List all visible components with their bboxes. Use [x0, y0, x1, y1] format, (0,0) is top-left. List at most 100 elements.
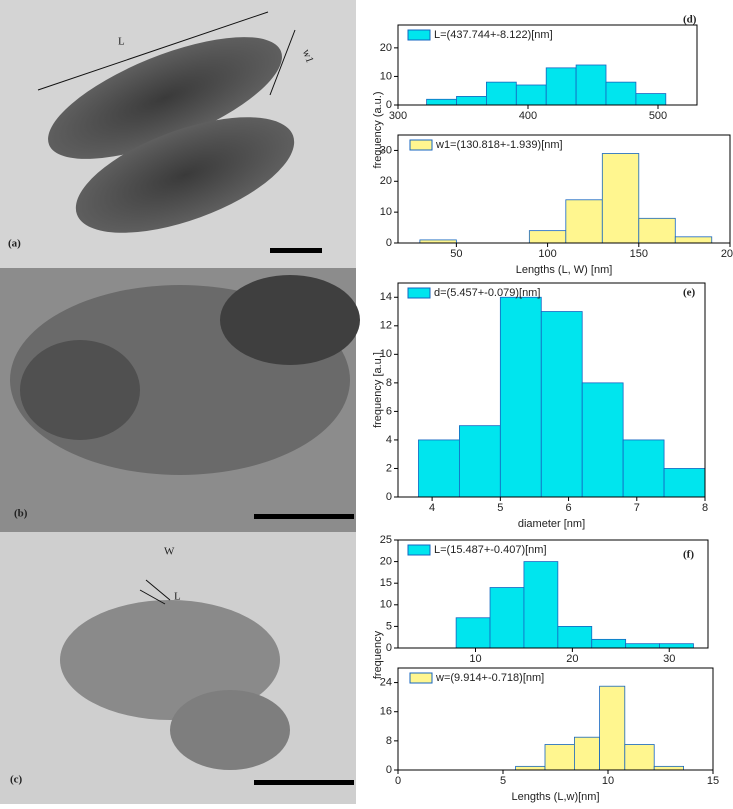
dimension-line	[139, 589, 166, 605]
y-tick-label: 30	[380, 144, 392, 156]
y-tick-label: 12	[380, 320, 392, 332]
y-tick-label: 10	[380, 348, 392, 360]
annotation: L	[118, 36, 125, 48]
x-tick-label: 10	[602, 775, 614, 787]
y-tick-label: 10	[380, 70, 392, 82]
annotation: w1	[300, 48, 316, 65]
plot-frame	[397, 667, 714, 771]
bar	[635, 93, 667, 106]
dimension-line	[145, 579, 171, 601]
x-tick-label: 30	[663, 653, 675, 665]
x-tick-label: 10	[469, 653, 481, 665]
y-tick-label: 24	[380, 676, 392, 688]
x-tick-label: 6	[565, 502, 571, 514]
legend-swatch	[409, 672, 433, 684]
y-tick-label: 0	[386, 642, 392, 654]
bar	[458, 425, 501, 498]
x-tick-label: 100	[538, 248, 556, 260]
x-tick-label: 4	[429, 502, 435, 514]
bar	[599, 685, 626, 771]
x-tick-label: 5	[497, 502, 503, 514]
bar	[515, 765, 546, 771]
y-tick-label: 5	[386, 620, 392, 632]
legend-swatch	[407, 544, 431, 556]
bar	[489, 587, 525, 649]
scale-bar	[270, 248, 322, 253]
scale-bar	[254, 514, 354, 519]
particle	[75, 117, 295, 233]
legend-label: L=(437.744+-8.122)[nm]	[434, 29, 553, 41]
x-tick-label: 7	[634, 502, 640, 514]
x-tick-label: 5	[500, 775, 506, 787]
legend-swatch	[407, 287, 431, 299]
agglomerate	[220, 275, 360, 365]
y-tick-label: 6	[386, 405, 392, 417]
y-axis-label: frequency (a.u.)	[372, 91, 384, 168]
bar	[624, 744, 655, 771]
y-tick-label: 8	[386, 735, 392, 747]
x-axis-label: Lengths (L,w)[nm]	[511, 791, 599, 803]
bar	[575, 64, 607, 106]
x-tick-label: 8	[702, 502, 708, 514]
y-tick-label: 10	[380, 206, 392, 218]
bar	[523, 561, 559, 649]
y-tick-label: 2	[386, 462, 392, 474]
y-tick-label: 4	[386, 434, 392, 446]
panel-label: (c)	[10, 774, 23, 786]
x-axis-label: Lengths (L, W) [nm]	[516, 264, 613, 276]
x-tick-label: 300	[389, 110, 407, 122]
agglomerate	[60, 600, 280, 720]
x-tick-label: 400	[519, 110, 537, 122]
panel-label: (d)	[683, 14, 697, 26]
bar	[601, 153, 640, 244]
y-tick-label: 0	[386, 491, 392, 503]
scale-bar	[254, 780, 354, 785]
x-tick-label: 15	[707, 775, 719, 787]
plot-frame	[397, 134, 731, 244]
x-axis-label: diameter [nm]	[518, 518, 585, 530]
bar	[528, 230, 567, 244]
histograms: 300 400 50001020L=(437.744+-8.122)[nm]freq…	[372, 24, 733, 803]
bar	[557, 626, 593, 649]
y-tick-label: 0	[386, 764, 392, 776]
y-tick-label: 0	[386, 99, 392, 111]
bar	[581, 382, 624, 498]
panel-label: (f)	[683, 549, 694, 561]
annotation: W	[164, 546, 175, 558]
panel-label: (b)	[14, 508, 28, 520]
legend-swatch	[409, 139, 433, 151]
y-tick-label: 20	[380, 42, 392, 54]
y-tick-label: 14	[380, 291, 392, 303]
agglomerate	[20, 340, 140, 440]
plot-frame	[397, 24, 698, 106]
bar	[455, 617, 491, 649]
annotation: L	[174, 591, 181, 603]
bar	[426, 98, 457, 106]
bar	[625, 643, 660, 649]
y-axis-label: frequency	[372, 630, 384, 679]
plot-frame	[397, 539, 709, 649]
legend-label: L=(15.487+-0.407)[nm]	[434, 544, 547, 556]
y-tick-label: 15	[380, 577, 392, 589]
particle	[48, 37, 282, 159]
y-tick-label: 16	[380, 706, 392, 718]
legend-label: w=(9.914+-0.718)[nm]	[435, 672, 544, 684]
bar	[544, 744, 575, 771]
legend-label: w1=(130.818+-1.939)[nm]	[435, 139, 563, 151]
bar	[545, 67, 577, 106]
y-tick-label: 20	[380, 556, 392, 568]
bar	[540, 311, 583, 498]
legend-swatch	[407, 29, 431, 41]
x-tick-label: 500	[649, 110, 667, 122]
x-tick-label: 200	[721, 248, 733, 260]
bar	[591, 638, 627, 649]
x-tick-label: 20	[566, 653, 578, 665]
panel-label: (a)	[8, 238, 21, 250]
agglomerate	[170, 690, 290, 770]
bar	[653, 765, 685, 771]
bar	[499, 296, 542, 498]
bar	[565, 199, 603, 244]
bar	[456, 96, 487, 106]
bar	[674, 236, 713, 244]
